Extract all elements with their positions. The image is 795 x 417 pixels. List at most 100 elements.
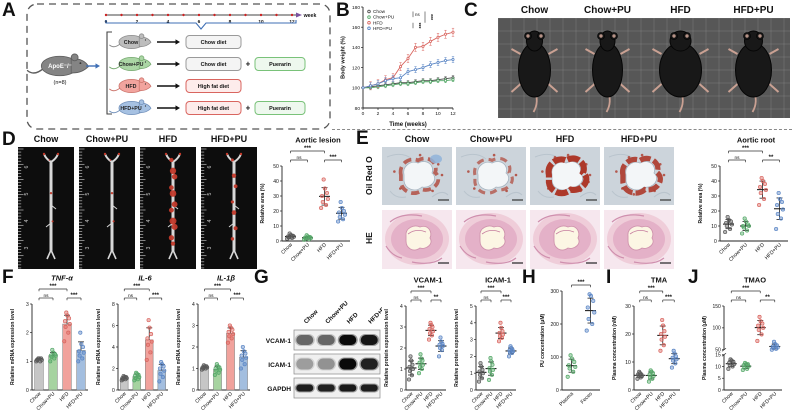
- svg-text:Relative area (%): Relative area (%): [698, 183, 704, 223]
- svg-text:0: 0: [112, 388, 115, 394]
- svg-text:Chow+PU: Chow+PU: [728, 242, 749, 263]
- svg-text:ns: ns: [208, 294, 214, 299]
- svg-text:180: 180: [352, 5, 360, 11]
- svg-text:3: 3: [470, 337, 473, 343]
- svg-text:VCAM-1: VCAM-1: [414, 276, 443, 285]
- svg-text:IL-6: IL-6: [138, 274, 152, 283]
- aortic-root-histology-images: [382, 147, 674, 269]
- svg-text:6: 6: [24, 165, 30, 168]
- svg-text:***: ***: [415, 23, 421, 29]
- aorta-tile-0: 6 5 4 3: [18, 147, 74, 269]
- svg-text:0: 0: [628, 388, 631, 394]
- body-weight-line-chart: 80 100 120 140 160 180 0 2 4 6 8 10 12 Body weight (%…: [338, 3, 458, 128]
- he-tile-2: [530, 210, 600, 269]
- svg-text:20: 20: [273, 209, 279, 215]
- svg-text:4: 4: [85, 219, 91, 222]
- svg-text:Relative area (%): Relative area (%): [260, 183, 266, 223]
- svg-text:HFD: HFD: [222, 391, 234, 403]
- svg-text:10: 10: [273, 224, 279, 230]
- svg-text:Relative protein expression le: Relative protein expression level: [454, 308, 460, 386]
- mouse-photos: [498, 18, 790, 118]
- aorta-tile-1: 6 5 4 3: [79, 147, 135, 269]
- svg-text:8: 8: [422, 111, 425, 117]
- svg-text:HFD: HFD: [423, 391, 435, 403]
- svg-text:ns: ns: [483, 296, 489, 301]
- icam1-scatter-chart: 0 1 2 3 4 5 Relative protein expression level C…: [452, 274, 520, 414]
- svg-text:20: 20: [711, 209, 717, 215]
- svg-text:**: **: [765, 295, 770, 301]
- svg-text:4: 4: [207, 219, 213, 222]
- svg-text:Relative mRNA expression level: Relative mRNA expression level: [176, 308, 182, 385]
- svg-text:0: 0: [192, 388, 195, 394]
- svg-text:***: ***: [233, 293, 241, 299]
- aorta-label-hfd: HFD: [158, 134, 178, 144]
- svg-text:***: ***: [417, 286, 425, 292]
- svg-text:4: 4: [192, 302, 195, 308]
- svg-text:100: 100: [712, 326, 721, 332]
- svg-text:Chow: Chow: [718, 242, 732, 256]
- aorta-label-chow: Chow: [33, 134, 59, 144]
- study-design-diagram: 0 2 4 6 8 10 12 week ApoE⁻/⁻ (n=8) Chow Chow diet Ch…: [0, 0, 334, 130]
- svg-text:***: ***: [502, 295, 510, 301]
- svg-text:120: 120: [352, 65, 360, 71]
- svg-text:ns: ns: [128, 294, 134, 299]
- svg-text:***: ***: [133, 284, 141, 290]
- svg-text:GAPDH: GAPDH: [267, 386, 291, 393]
- svg-text:100: 100: [550, 355, 559, 361]
- hist-label-hfd: HFD: [555, 134, 575, 144]
- hist-label-chow: Chow: [404, 134, 430, 144]
- svg-text:40: 40: [273, 179, 279, 185]
- svg-text:5: 5: [207, 192, 213, 195]
- svg-text:**: **: [769, 155, 774, 161]
- svg-text:HFD: HFD: [59, 391, 71, 403]
- svg-text:10: 10: [715, 364, 721, 370]
- pu_concentration-svg: 0 100 200 300 PU concentration (μM) Plasma Fec…: [540, 280, 600, 408]
- svg-text:200: 200: [550, 322, 559, 328]
- panel-f-label: F: [2, 267, 14, 288]
- svg-text:0: 0: [26, 388, 29, 394]
- photo-label-chow: Chow: [520, 5, 549, 16]
- panel-h-label: H: [522, 267, 536, 288]
- svg-text:6: 6: [198, 19, 201, 25]
- svg-text:0: 0: [714, 239, 717, 245]
- svg-text:Feces: Feces: [580, 391, 595, 406]
- row-divider-dashed: [332, 129, 792, 130]
- aorta-label-chowpu: Chow+PU: [85, 134, 129, 144]
- svg-text:Chow: Chow: [303, 308, 320, 325]
- oil-red-o-tile-0: [382, 147, 452, 205]
- aorta-tile-2: 6 5 4 3: [140, 147, 196, 269]
- svg-text:ApoE⁻/⁻: ApoE⁻/⁻: [48, 64, 72, 70]
- svg-text:1: 1: [400, 367, 403, 373]
- svg-text:Relative mRNA expression level: Relative mRNA expression level: [10, 308, 16, 385]
- svg-text:20: 20: [625, 332, 631, 338]
- svg-text:Plasma: Plasma: [558, 391, 575, 408]
- svg-text:***: ***: [648, 286, 656, 292]
- svg-text:High fat diet: High fat diet: [198, 84, 229, 90]
- hist-label-chowpu: Chow+PU: [469, 134, 513, 144]
- svg-text:3: 3: [85, 246, 91, 249]
- svg-text:VCAM-1: VCAM-1: [266, 338, 292, 345]
- svg-text:***: ***: [487, 286, 495, 292]
- panel-g-label: G: [254, 267, 269, 288]
- svg-text:0: 0: [276, 239, 279, 245]
- svg-text:6: 6: [85, 165, 91, 168]
- svg-text:50: 50: [711, 164, 717, 170]
- svg-text:2: 2: [26, 330, 29, 336]
- oil-red-o-row-label: Oil Red O: [364, 156, 374, 196]
- svg-text:TMA: TMA: [651, 276, 668, 285]
- panel-b-label: B: [336, 0, 350, 21]
- svg-text:4: 4: [146, 219, 152, 222]
- svg-text:Aortic lesion: Aortic lesion: [295, 136, 341, 145]
- svg-text:TMAO: TMAO: [744, 276, 766, 285]
- svg-text:HFD: HFD: [654, 391, 666, 403]
- he-tile-3: [604, 210, 674, 269]
- svg-text:HFD: HFD: [752, 391, 764, 403]
- svg-text:HFD+PU: HFD+PU: [120, 106, 142, 112]
- svg-text:HFD+PU: HFD+PU: [373, 26, 392, 31]
- svg-text:***: ***: [329, 155, 337, 161]
- svg-text:2: 2: [470, 354, 473, 360]
- oil-red-o-tile-2: [530, 147, 600, 205]
